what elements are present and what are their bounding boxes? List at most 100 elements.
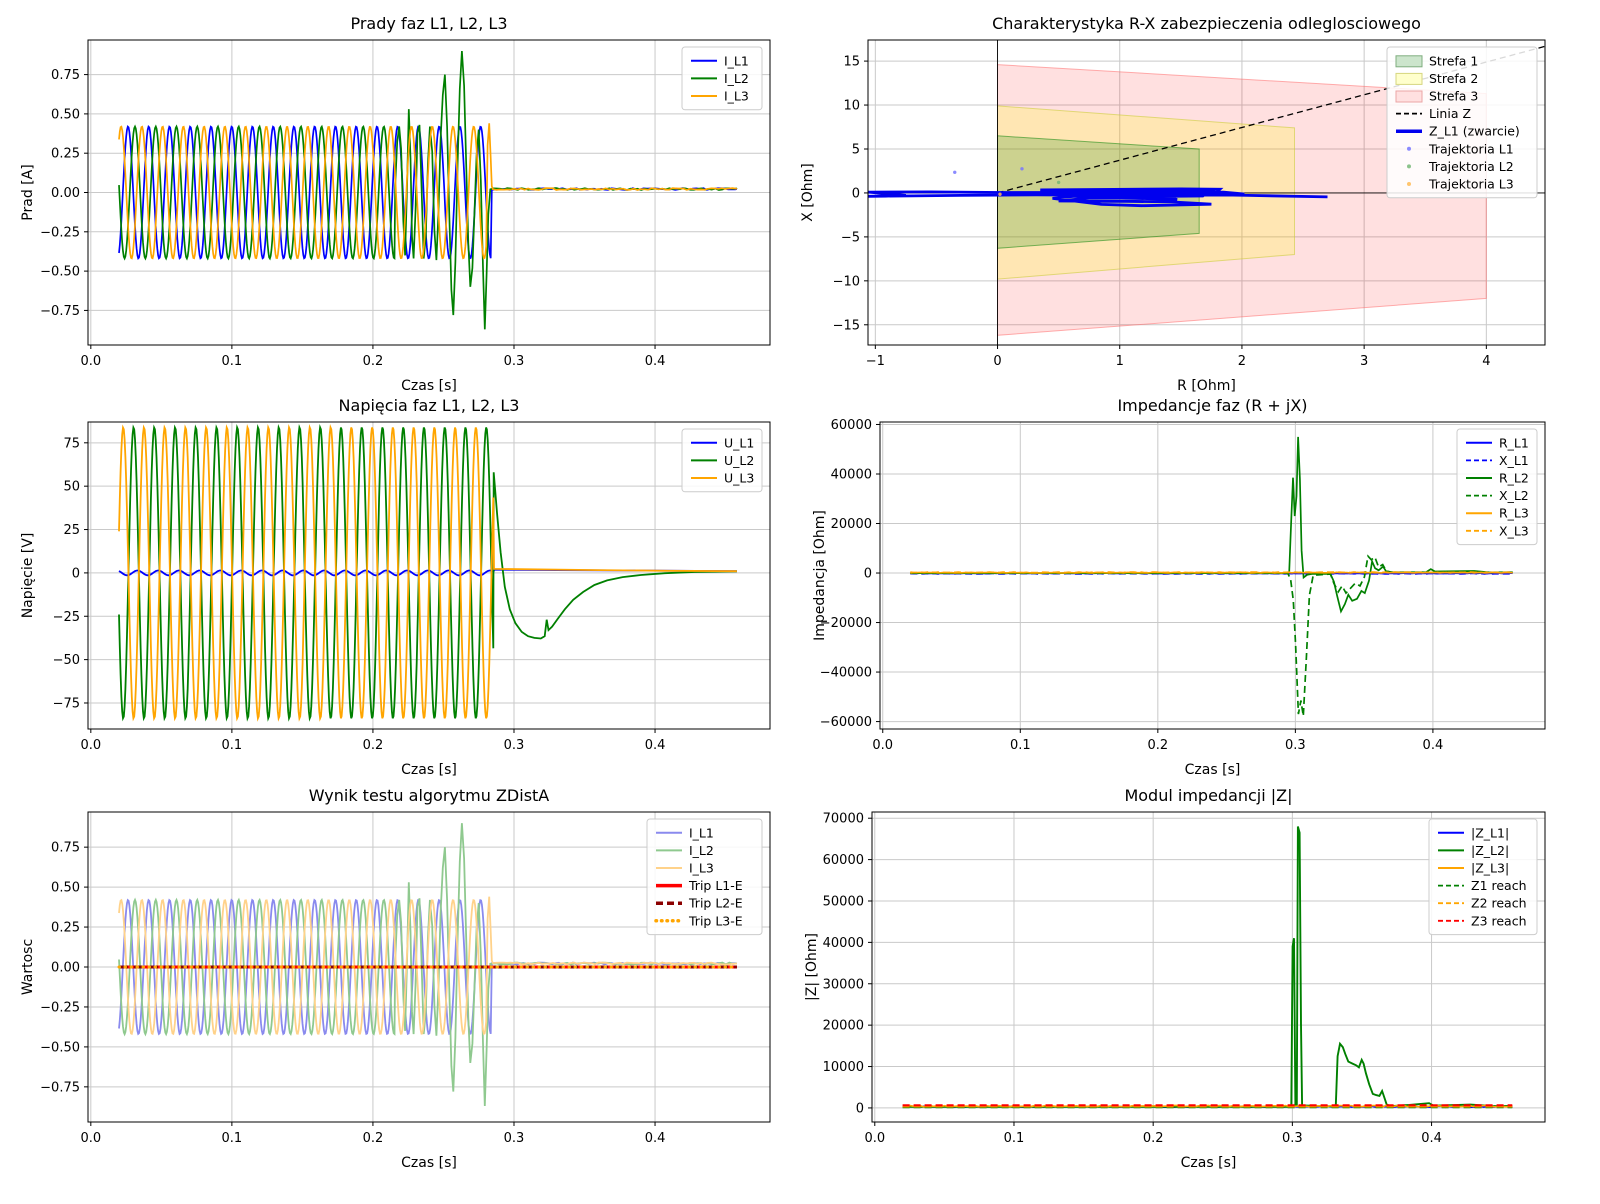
scatter-trajektoria-l2	[1056, 180, 1061, 185]
x-tick-label: 0.0	[80, 1131, 101, 1146]
x-tick-label: 0.3	[504, 354, 525, 369]
legend-label: Z3 reach	[1471, 913, 1527, 928]
legend-label: I_L1	[724, 53, 749, 68]
legend-swatch-patch	[1395, 72, 1423, 85]
x-tick-label: −1	[866, 354, 885, 369]
chart-zdist: 0.0 0.1 0.2 0.3 0.4 0.75 0.50 0.25 0.00 −0.25 −0.5…	[20, 786, 771, 1171]
x-tick-label: 4	[1482, 354, 1490, 369]
x-tick-label: 0.0	[864, 1131, 885, 1146]
x-tick-label: 0.3	[1282, 1131, 1303, 1146]
x-tick-label: 1	[1116, 354, 1124, 369]
legend-label: Trip L2-E	[688, 896, 743, 911]
y-tick-label: 70000	[823, 812, 864, 827]
grid	[880, 422, 1545, 729]
legend-label: Strefa 2	[1429, 71, 1478, 86]
chart-title: Impedancje faz (R + jX)	[1117, 396, 1307, 415]
chart-voltages: 0.0 0.1 0.2 0.3 0.4 75 50 25 0 −25 −50 −75 Napięcia …	[20, 396, 771, 778]
x-tick-label: 0.2	[1147, 738, 1168, 753]
x-tick-label: 2	[1238, 354, 1246, 369]
legend-label: Trip L3-E	[688, 913, 743, 928]
y-tick-label: 40000	[831, 467, 872, 482]
y-axis-label: Wartosc	[20, 939, 36, 995]
series-x-l3	[910, 571, 1513, 574]
chart-title: Prady faz L1, L2, L3	[350, 14, 507, 33]
y-tick-label: −5	[841, 230, 860, 245]
y-tick-label: 0.00	[51, 961, 80, 976]
x-tick-label: 0.4	[645, 354, 666, 369]
x-axis-label: Czas [s]	[1185, 762, 1241, 778]
x-axis-label: Czas [s]	[401, 378, 457, 394]
y-tick-label: −60000	[820, 715, 872, 730]
legend: Strefa 1 Strefa 2 Strefa 3 Linia Z Z_L1 (zwa…	[1386, 46, 1538, 199]
legend-label: Strefa 3	[1429, 89, 1478, 104]
legend-label: U_L1	[724, 435, 754, 450]
chart-currents: 0.0 0.1 0.2 0.3 0.4 0.75 0.50 0.25 0.00 −0.25 −0.5…	[20, 14, 771, 394]
scatter-trajektoria-l1	[1020, 167, 1024, 171]
legend-swatch-patch	[1395, 90, 1423, 103]
y-tick-label: 50	[63, 480, 80, 495]
y-tick-label: 10	[843, 99, 860, 114]
series-r-l2	[910, 436, 1513, 614]
legend-label: Trajektoria L3	[1428, 177, 1514, 192]
y-tick-label: 15	[843, 55, 860, 70]
legend-label: |Z_L1|	[1471, 825, 1509, 840]
chart-title: Wynik testu algorytmu ZDistA	[309, 786, 550, 805]
y-tick-label: 75	[63, 436, 80, 451]
y-tick-label: 10000	[823, 1060, 864, 1075]
axes-spines	[87, 421, 771, 730]
y-tick-label: 0.00	[51, 186, 80, 201]
y-tick-label: −0.50	[40, 265, 80, 280]
x-axis-label: R [Ohm]	[1177, 378, 1236, 394]
y-tick-label: 0	[852, 186, 860, 201]
x-tick-label: 0.0	[80, 354, 101, 369]
series-i-l3	[118, 896, 738, 1036]
y-tick-label: −0.25	[40, 1000, 80, 1015]
y-axis-label: X [Ohm]	[800, 163, 816, 222]
legend-swatch-patch	[1395, 55, 1423, 68]
x-tick-label: 3	[1360, 354, 1368, 369]
x-tick-label: 0.4	[1423, 738, 1444, 753]
legend-box	[646, 818, 763, 936]
y-tick-label: −0.25	[40, 225, 80, 240]
y-tick-label: 40000	[823, 936, 864, 951]
x-tick-label: 0.1	[1010, 738, 1031, 753]
line-linia-z	[997, 45, 1545, 194]
y-tick-label: 20000	[831, 517, 872, 532]
legend-label: I_L2	[689, 843, 714, 858]
x-tick-label: 0.3	[504, 1131, 525, 1146]
legend-label: X_L3	[1499, 523, 1529, 538]
y-tick-label: 0.25	[51, 921, 80, 936]
y-tick-label: −0.75	[40, 1080, 80, 1095]
legend-label: Z2 reach	[1471, 896, 1527, 911]
legend-label: Z1 reach	[1471, 878, 1527, 893]
y-tick-label: −10	[833, 274, 860, 289]
y-tick-label: 0	[856, 1101, 864, 1116]
legend-label: I_L1	[689, 825, 714, 840]
legend-label: R_L1	[1499, 435, 1529, 450]
legend-swatch-dot	[1407, 164, 1411, 169]
x-tick-label: 0.3	[504, 738, 525, 753]
chart-title: Charakterystyka R-X zabezpieczenia odleg…	[992, 14, 1421, 33]
y-tick-label: 60000	[831, 418, 872, 433]
y-axis-label: |Z| [Ohm]	[804, 933, 820, 1001]
y-tick-label: 0.25	[51, 147, 80, 162]
y-tick-label: −40000	[820, 666, 872, 681]
y-tick-label: 5	[852, 142, 860, 157]
plot-area	[910, 436, 1514, 717]
legend-label: Trajektoria L2	[1428, 159, 1514, 174]
legend: |Z_L1| |Z_L2| |Z_L3| Z1 reach Z2 reach Z3 rea…	[1428, 818, 1538, 936]
legend-label: I_L2	[724, 71, 749, 86]
plot-area	[118, 424, 737, 722]
y-axis-label: Prad [A]	[20, 164, 36, 220]
plot-area	[118, 50, 738, 330]
y-tick-label: −0.75	[40, 304, 80, 319]
scatter-trajektoria-l1	[953, 170, 957, 174]
y-tick-label: 0.50	[51, 881, 80, 896]
plot-area	[117, 823, 739, 1107]
legend-label: R_L2	[1499, 471, 1529, 486]
series-i-l3	[118, 123, 738, 260]
y-tick-label: 50000	[823, 894, 864, 909]
legend-box	[1428, 818, 1538, 936]
grid	[88, 40, 770, 345]
